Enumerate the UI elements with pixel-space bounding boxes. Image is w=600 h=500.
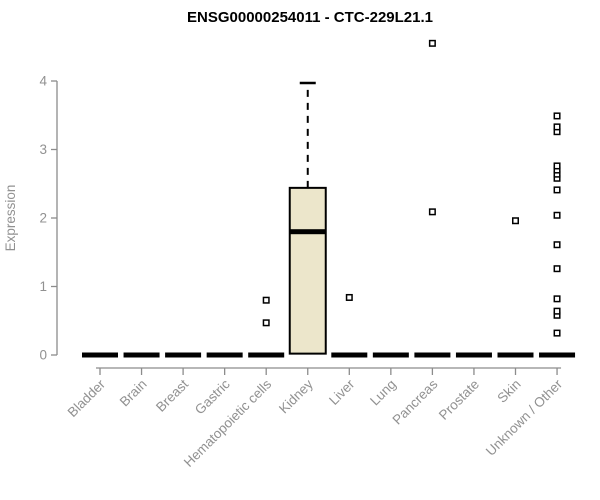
x-tick-label: Lung <box>367 377 399 409</box>
x-tick-label: Skin <box>494 377 523 406</box>
x-tick-label: Brain <box>117 377 150 410</box>
outlier-point <box>553 211 561 219</box>
x-tick-label: Unknown / Other <box>483 376 566 459</box>
y-tick-label: 1 <box>39 279 47 294</box>
zero-box-median <box>497 352 534 358</box>
outlier-point <box>553 186 561 194</box>
y-tick-label: 2 <box>39 211 47 226</box>
outlier-point <box>262 319 270 327</box>
outlier-point <box>553 112 561 120</box>
outlier-point <box>553 162 561 170</box>
zero-box-median <box>248 352 285 358</box>
outlier-point <box>553 123 561 131</box>
zero-box-median <box>331 352 368 358</box>
outlier-point <box>553 307 561 315</box>
x-tick-label: Pancreas <box>390 376 441 427</box>
outlier-point <box>345 293 353 301</box>
outlier-point <box>428 39 436 47</box>
zero-box-median <box>165 352 202 358</box>
y-axis-title: Expression <box>3 185 18 252</box>
y-tick-label: 4 <box>39 74 47 89</box>
zero-box-median <box>414 352 451 358</box>
outlier-point <box>553 241 561 249</box>
x-tick-label: Breast <box>153 376 191 414</box>
x-tick-label: Gastric <box>192 376 233 417</box>
outlier-point <box>512 217 519 225</box>
zero-box-median <box>123 352 160 358</box>
zero-box-median <box>206 352 243 358</box>
x-tick-label: Kidney <box>276 376 316 416</box>
plot-area: 0 1 2 3 4 Expression Bladder Brain Breast Gastric… <box>3 39 576 470</box>
y-tick-label: 0 <box>39 348 47 363</box>
outlier-point <box>428 208 436 216</box>
chart-title: ENSG00000254011 - CTC-229L21.1 <box>187 9 433 26</box>
outlier-point <box>553 265 561 273</box>
x-tick-label: Liver <box>326 376 358 408</box>
outlier-point <box>262 296 270 304</box>
zero-box-median <box>455 352 492 358</box>
outlier-point <box>553 329 561 337</box>
zero-box-median <box>82 352 118 358</box>
median-line <box>289 229 326 235</box>
zero-box-median <box>372 352 409 358</box>
zero-box-median <box>539 352 576 358</box>
box-rect <box>288 186 327 355</box>
x-tick-label: Prostate <box>436 377 482 423</box>
outlier-point <box>553 295 561 303</box>
y-tick-label: 3 <box>39 142 47 157</box>
x-tick-label: Bladder <box>65 376 109 420</box>
